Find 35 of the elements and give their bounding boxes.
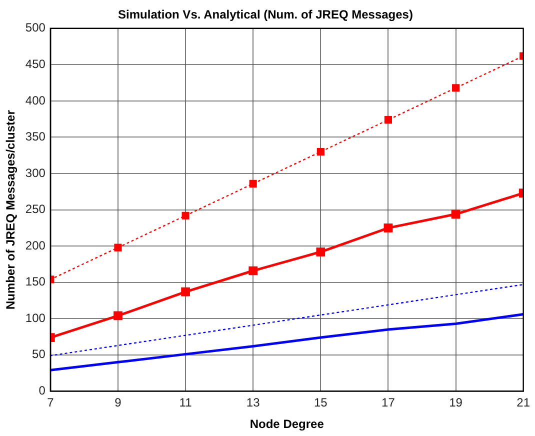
point bbox=[384, 224, 393, 232]
y-tick-label: 0 bbox=[38, 384, 46, 398]
y-tick-label: 200 bbox=[25, 238, 46, 252]
point bbox=[114, 244, 122, 252]
y-tick-label: 300 bbox=[25, 166, 46, 180]
point bbox=[182, 212, 190, 220]
x-tick-label: 7 bbox=[47, 396, 54, 410]
x-tick-label: 21 bbox=[516, 396, 530, 410]
y-tick-label: 500 bbox=[25, 20, 46, 35]
chart-title: Simulation Vs. Analytical (Num. of JREQ Messages) bbox=[118, 8, 413, 22]
y-tick-label: 100 bbox=[25, 310, 46, 325]
x-tick-label: 11 bbox=[179, 396, 192, 410]
x-axis-title: Node Degree bbox=[250, 417, 324, 432]
point bbox=[451, 210, 460, 219]
x-tick-label: 15 bbox=[314, 396, 328, 410]
x-tick-label: 17 bbox=[382, 396, 396, 410]
x-tick-label: 19 bbox=[449, 396, 463, 410]
point bbox=[181, 287, 190, 296]
point bbox=[452, 84, 460, 92]
y-tick-label: 450 bbox=[25, 56, 46, 71]
point bbox=[248, 266, 258, 276]
point bbox=[114, 311, 122, 320]
y-tick-label: 400 bbox=[25, 93, 46, 108]
point bbox=[249, 180, 257, 188]
line-series bbox=[50, 284, 524, 356]
y-tick-label: 350 bbox=[25, 130, 46, 144]
y-axis-title: Number of JREQ Messages/cluster bbox=[4, 110, 18, 310]
y-tick-label: 250 bbox=[25, 202, 46, 216]
y-tick-label: 50 bbox=[32, 347, 46, 362]
point bbox=[384, 116, 392, 124]
y-tick-label: 150 bbox=[25, 274, 46, 289]
x-tick-label: 9 bbox=[114, 396, 122, 410]
point bbox=[316, 148, 324, 156]
x-tick-label: 13 bbox=[246, 396, 260, 410]
point bbox=[316, 247, 326, 256]
